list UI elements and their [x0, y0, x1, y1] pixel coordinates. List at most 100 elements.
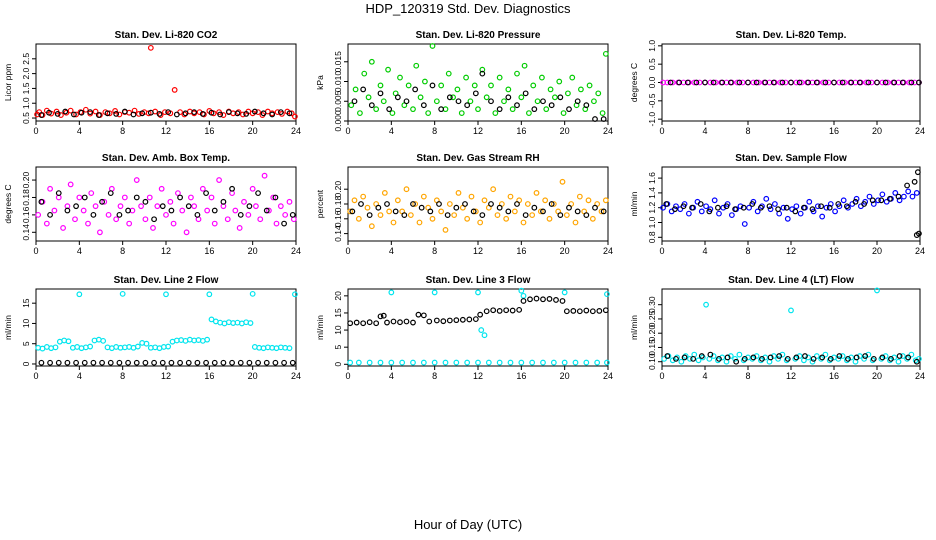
y-tick-label: 1.0: [647, 40, 657, 52]
data-point: [63, 109, 70, 116]
y-axis-label: degrees C: [3, 184, 13, 223]
y-tick-label: 15: [333, 308, 343, 318]
data-point: [65, 338, 72, 345]
x-tick-label: 20: [248, 371, 258, 381]
data-point: [780, 204, 787, 211]
data-point: [866, 193, 873, 200]
x-tick-label: 0: [659, 246, 664, 256]
data-point: [157, 112, 164, 118]
data-point: [46, 109, 52, 116]
y-tick-label: 0.000: [333, 110, 343, 132]
data-point: [481, 332, 488, 339]
data-point: [891, 79, 898, 86]
data-point: [552, 94, 558, 101]
data-point: [361, 70, 368, 77]
x-tick-label: 20: [248, 126, 258, 136]
x-tick-label: 8: [120, 246, 125, 256]
data-point: [520, 219, 527, 226]
data-point: [99, 359, 105, 366]
data-point: [793, 354, 800, 361]
data-point: [520, 292, 527, 299]
y-tick-label: 0.15: [647, 339, 657, 356]
data-point: [47, 185, 53, 192]
data-point: [76, 194, 83, 201]
data-point: [133, 177, 140, 183]
data-point: [819, 213, 826, 220]
data-point: [805, 79, 812, 86]
data-point: [246, 359, 253, 366]
series-black: [349, 201, 607, 219]
data-point: [836, 79, 843, 86]
y-tick-label: 0.18: [21, 189, 31, 206]
chart-title: Stan. Dev. Amb. Box Temp.: [102, 153, 230, 164]
data-point: [255, 109, 261, 116]
data-point: [913, 189, 920, 196]
data-point: [38, 198, 45, 205]
x-tick-label: 0: [33, 371, 38, 381]
data-point: [566, 106, 572, 113]
y-tick-label: 1.5: [21, 82, 31, 94]
data-point: [418, 204, 425, 211]
data-point: [101, 198, 108, 205]
data-point: [514, 102, 520, 109]
y-tick-label: 0.005: [333, 90, 343, 112]
data-point: [754, 208, 761, 215]
x-tick-label: 8: [745, 126, 750, 136]
data-point: [158, 185, 165, 192]
data-point: [73, 111, 79, 118]
data-point: [107, 359, 114, 366]
y-tick-label: 10: [21, 318, 31, 328]
data-point: [54, 110, 61, 117]
data-point: [753, 79, 760, 86]
data-point: [669, 79, 676, 86]
data-point: [792, 208, 799, 215]
data-point: [520, 298, 527, 304]
data-point: [286, 110, 293, 117]
y-tick-label: 0.10: [647, 353, 657, 370]
data-point: [667, 79, 674, 86]
data-point: [534, 98, 541, 105]
data-point: [802, 353, 808, 359]
data-point: [818, 203, 824, 210]
data-point: [899, 353, 906, 359]
data-point: [663, 201, 670, 207]
data-point: [507, 359, 514, 366]
data-point: [741, 355, 748, 362]
data-point: [503, 307, 510, 314]
data-point: [697, 201, 704, 207]
chart-title: Stan. Dev. Line 3 Flow: [426, 275, 531, 286]
data-point: [906, 79, 913, 86]
data-point: [745, 79, 751, 86]
data-point: [163, 211, 169, 218]
data-point: [90, 211, 97, 218]
data-point: [165, 109, 172, 116]
data-point: [401, 212, 408, 219]
data-point: [365, 94, 372, 101]
x-axis-label: Hour of Day (UTC): [413, 517, 523, 532]
data-point: [349, 208, 356, 215]
data-point: [796, 353, 803, 359]
y-tick-label: 0.5: [647, 58, 657, 70]
data-point: [67, 181, 74, 188]
y-tick-label: 0.5: [21, 112, 31, 124]
data-point: [600, 116, 607, 122]
data-point: [732, 355, 738, 362]
data-point: [185, 359, 192, 366]
data-point: [188, 194, 194, 201]
data-point: [542, 197, 549, 204]
y-axis-label: Licor ppm: [3, 64, 13, 101]
data-point: [831, 79, 837, 86]
data-point: [583, 102, 590, 109]
data-point: [576, 308, 583, 315]
x-tick-label: 20: [872, 126, 882, 136]
data-point: [55, 359, 62, 366]
series-cyan: [347, 287, 610, 366]
data-point: [185, 203, 192, 210]
data-point: [561, 289, 568, 296]
data-point: [750, 79, 757, 86]
data-point: [360, 86, 367, 93]
data-point: [706, 208, 713, 215]
chart-title: Stan. Dev. Line 2 Flow: [114, 275, 219, 286]
y-tick-label: -0.5: [647, 93, 657, 108]
data-point: [150, 225, 156, 231]
